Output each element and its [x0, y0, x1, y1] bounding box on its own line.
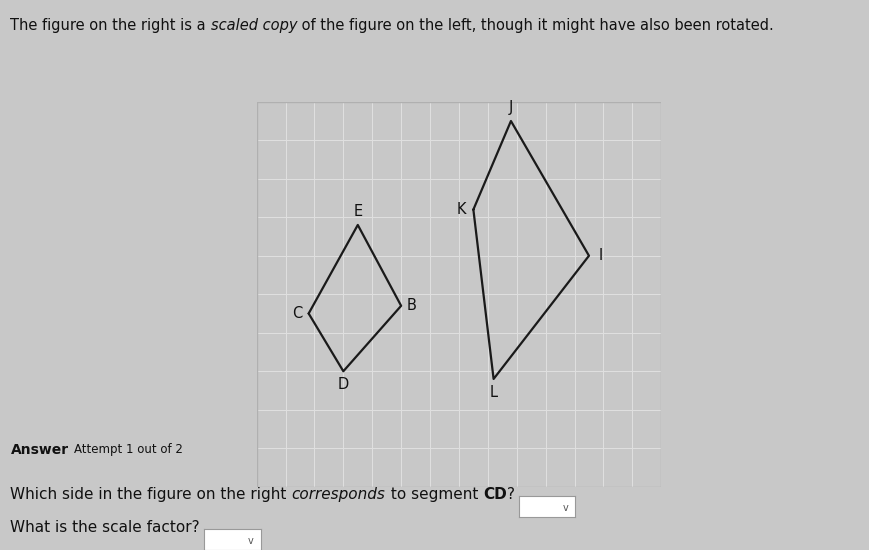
- Text: I: I: [598, 248, 602, 263]
- Text: What is the scale factor?: What is the scale factor?: [10, 520, 200, 535]
- Text: C: C: [292, 306, 302, 321]
- Text: Answer: Answer: [10, 443, 69, 456]
- Text: Which side in the figure on the right: Which side in the figure on the right: [10, 487, 291, 502]
- Text: ?: ?: [506, 487, 514, 502]
- Text: E: E: [353, 204, 362, 219]
- Text: B: B: [406, 298, 415, 314]
- Text: The figure on the right is a: The figure on the right is a: [10, 18, 210, 32]
- Text: D: D: [337, 377, 348, 392]
- Text: J: J: [508, 100, 513, 115]
- Text: of the figure on the left, though it might have also been rotated.: of the figure on the left, though it mig…: [297, 18, 773, 32]
- Text: scaled copy: scaled copy: [210, 18, 297, 32]
- Text: CD: CD: [482, 487, 506, 502]
- Text: v: v: [561, 503, 567, 513]
- Text: to segment: to segment: [385, 487, 482, 502]
- Text: Attempt 1 out of 2: Attempt 1 out of 2: [74, 443, 182, 456]
- Text: L: L: [489, 385, 497, 400]
- Text: v: v: [248, 536, 254, 546]
- Text: K: K: [456, 202, 466, 217]
- Text: corresponds: corresponds: [291, 487, 385, 502]
